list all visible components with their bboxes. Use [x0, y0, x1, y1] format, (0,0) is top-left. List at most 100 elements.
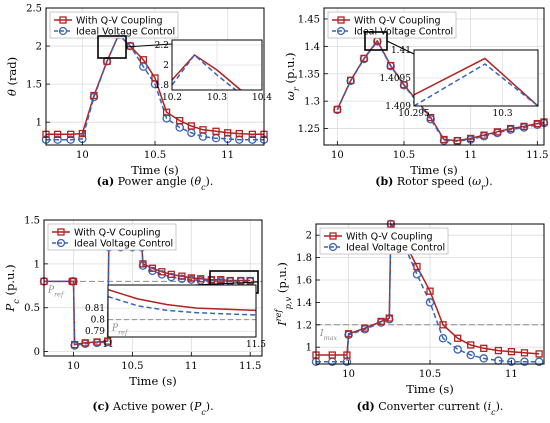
inset-y-tick-label: 1.409 — [385, 102, 411, 112]
y-tick-label: 1.4 — [304, 42, 320, 53]
legend-marker-ideal — [328, 242, 338, 252]
inset-y-tick-label: 1.41 — [391, 46, 411, 56]
data-point-marker — [347, 76, 355, 84]
legend-label-ideal: Ideal Voltage Control — [354, 27, 453, 38]
text-span: r — [291, 86, 301, 91]
inset-line-ideal — [414, 63, 538, 106]
legend-label-ideal: Ideal Voltage Control — [76, 27, 175, 38]
y-tick-label: 2 — [36, 42, 42, 53]
inset-x-tick-label: 10.2 — [162, 93, 182, 103]
y-axis-label: θ (rad) — [5, 57, 19, 96]
data-point-marker — [466, 350, 475, 360]
x-tick-label: 11.5 — [239, 361, 261, 372]
text-span: ω — [472, 175, 481, 188]
text-span: p,v — [283, 297, 293, 310]
text-span: c — [11, 299, 21, 304]
data-point-marker — [534, 357, 544, 367]
reference-label: Imax — [319, 329, 338, 342]
data-point-marker — [440, 135, 448, 144]
data-point-marker — [343, 351, 351, 359]
inset-x-tick-label: 10.295 — [398, 109, 430, 119]
data-point-marker — [248, 130, 257, 138]
text-span: Rotor speed ( — [393, 175, 472, 188]
y-tick-label: 1.8 — [296, 253, 312, 264]
data-point-marker — [520, 349, 529, 357]
inset-y-tick-label: 0.81 — [85, 304, 105, 314]
text-span: r — [481, 183, 486, 192]
legend-marker-coupling — [337, 16, 345, 24]
series-line-coupling — [46, 33, 264, 136]
inset-x-tick-label: 11 — [102, 340, 113, 350]
legend-label-coupling: With Q-V Coupling — [74, 228, 161, 239]
caption: (a) Power angle (θc). — [97, 175, 214, 192]
y-tick-label: 1.25 — [298, 124, 320, 135]
zoom-region — [97, 35, 127, 59]
text-span: θ — [194, 175, 201, 188]
data-point-marker — [246, 276, 254, 285]
reference-label: Pref — [47, 285, 65, 298]
data-point-marker — [361, 324, 369, 332]
data-point-marker — [93, 338, 101, 346]
y-tick-label: 1 — [36, 118, 42, 129]
text-span: max — [324, 334, 338, 342]
inset-y-tick-label: 0.8 — [91, 316, 106, 326]
inset-frame — [107, 284, 257, 338]
data-point-marker — [217, 276, 225, 284]
x-axis-label: Time (s) — [131, 163, 179, 177]
text-span: P — [3, 304, 17, 313]
inset-series — [172, 53, 243, 90]
y-tick-label: 0.5 — [24, 303, 40, 314]
text-span: P — [47, 285, 55, 295]
data-point-marker — [377, 317, 385, 326]
data-point-marker — [520, 357, 529, 367]
data-point-marker — [151, 74, 159, 82]
y-axis-label: Irefp,v (p.u.) — [273, 262, 293, 327]
data-point-marker — [212, 127, 220, 135]
data-point-marker — [426, 287, 434, 295]
data-point-marker — [438, 333, 448, 343]
text-span: (a) — [97, 175, 115, 188]
inset-y-tick-label: 1.8 — [155, 81, 170, 91]
data-point-marker — [207, 276, 215, 284]
y-tick-label: 2.5 — [26, 4, 42, 15]
y-axis-label: Pc (p.u.) — [3, 264, 21, 312]
text-span: ). — [206, 175, 214, 188]
data-point-marker — [507, 124, 515, 133]
inset-reference-label: Pref — [111, 324, 129, 337]
legend-marker-ideal — [56, 238, 66, 248]
text-span: (c) — [92, 400, 109, 413]
data-point-marker — [439, 321, 447, 329]
text-span: (p.u.) — [275, 262, 289, 297]
data-point-marker — [158, 268, 166, 276]
inset-x-tick-label: 10.4 — [252, 93, 272, 103]
x-axis-label: Time (s) — [129, 374, 177, 388]
data-point-marker — [328, 351, 336, 359]
data-point-marker — [453, 345, 462, 354]
inset: 10.295 10.3 1.409 1.4095 1.41 — [364, 31, 539, 119]
data-point-marker — [53, 130, 62, 138]
y-tick-label: 1.35 — [298, 69, 320, 80]
y-tick-label: 1.3 — [304, 97, 320, 108]
inset: 10.2 10.3 10.4 1.8 2 2.2 — [97, 35, 272, 103]
data-point-marker — [507, 357, 516, 367]
legend-marker-coupling — [329, 232, 337, 240]
text-span: i — [488, 400, 492, 413]
data-point-marker — [400, 81, 408, 89]
x-tick-label: 10 — [67, 361, 80, 372]
y-tick-label: 1.5 — [24, 216, 40, 227]
data-point-marker — [187, 122, 195, 130]
data-point-marker — [507, 348, 516, 356]
legend-marker-ideal — [58, 26, 68, 36]
text-span: P — [111, 324, 119, 334]
legend-box — [47, 223, 177, 251]
data-point-marker — [139, 260, 147, 268]
x-axis-label: Time (s) — [410, 163, 458, 177]
text-span: c — [201, 408, 206, 417]
data-point-marker — [467, 341, 475, 349]
series-line-ideal — [336, 40, 545, 142]
